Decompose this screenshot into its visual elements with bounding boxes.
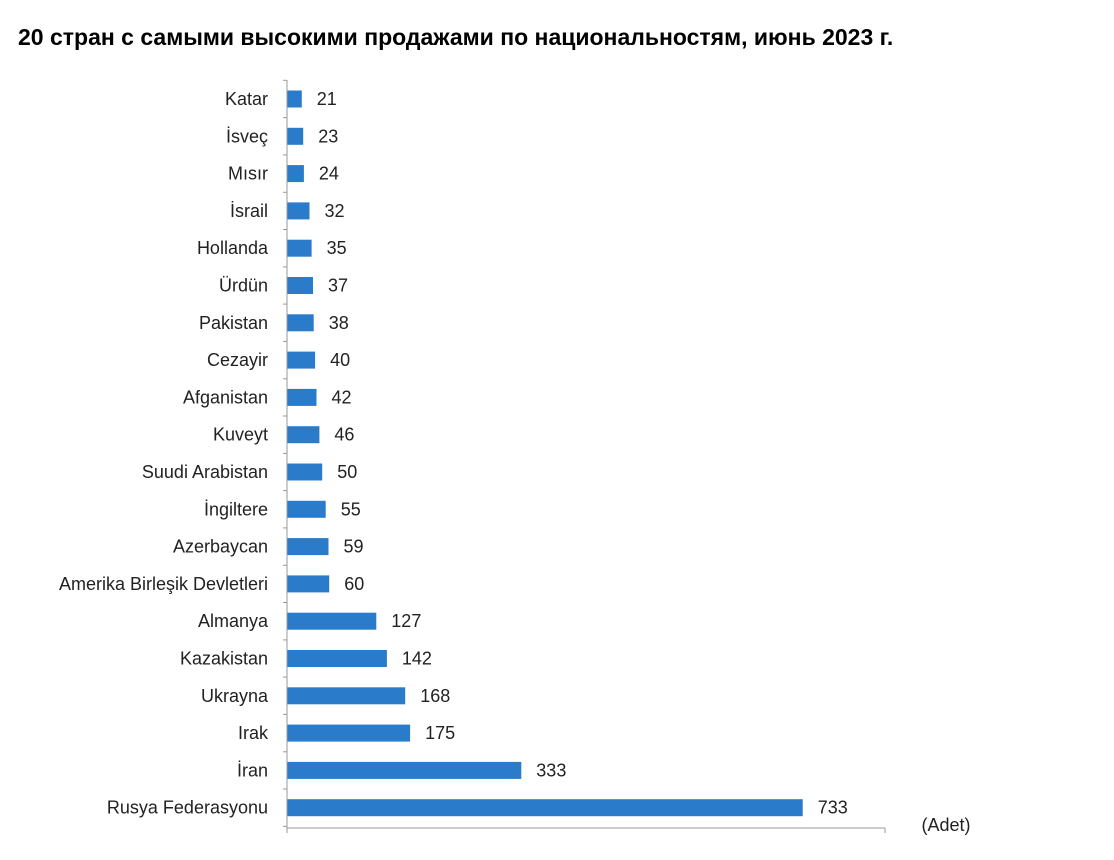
axis-layer — [283, 79, 886, 833]
category-label: Ukrayna — [201, 686, 269, 706]
value-label: 23 — [318, 126, 338, 146]
bar — [287, 724, 411, 742]
bar — [287, 351, 316, 369]
value-label: 38 — [329, 313, 349, 333]
bar — [287, 314, 314, 332]
category-label: İsveç — [226, 126, 268, 146]
bar — [287, 799, 803, 817]
category-label: Rusya Federasyonu — [107, 798, 268, 818]
category-label: Suudi Arabistan — [142, 462, 268, 482]
value-label: 733 — [818, 798, 848, 818]
category-label: Hollanda — [197, 238, 269, 258]
value-label: 142 — [402, 649, 432, 669]
category-label: Kuveyt — [213, 425, 268, 445]
bar — [287, 202, 310, 220]
category-label: Amerika Birleşik Devletleri — [59, 574, 268, 594]
bar — [287, 575, 330, 593]
bar — [287, 500, 326, 518]
value-label: 60 — [344, 574, 364, 594]
category-label: Afganistan — [183, 387, 268, 407]
value-label: 333 — [536, 760, 566, 780]
chart-title: 20 стран с самыми высокими продажами по … — [18, 24, 894, 50]
bars-layer — [287, 90, 803, 817]
category-label: Katar — [225, 89, 268, 109]
bar — [287, 277, 313, 294]
category-label: İngiltere — [204, 499, 268, 519]
bar — [287, 426, 320, 444]
category-label: Azerbaycan — [173, 537, 268, 557]
category-labels-layer: Katar İsveç Mısır İsrail Hollanda Ürdün Pakist… — [59, 89, 269, 818]
category-label: Kazakistan — [180, 649, 268, 669]
category-label: Pakistan — [199, 313, 268, 333]
value-label: 55 — [341, 499, 361, 519]
value-label: 35 — [327, 238, 347, 258]
value-label: 32 — [325, 201, 345, 221]
bar — [287, 165, 304, 183]
value-label: 46 — [334, 425, 354, 445]
value-label: 40 — [330, 350, 350, 370]
value-label: 21 — [317, 89, 337, 109]
category-label: İsrail — [230, 201, 268, 221]
value-label: 59 — [344, 537, 364, 557]
bar — [287, 538, 329, 556]
bar — [287, 761, 522, 779]
bar — [287, 90, 302, 108]
bar — [287, 388, 317, 406]
bar — [287, 239, 312, 257]
value-label: 168 — [420, 686, 450, 706]
category-label: İran — [237, 760, 268, 780]
bar — [287, 463, 323, 481]
value-label: 24 — [319, 164, 339, 184]
bar — [287, 650, 387, 667]
category-label: Mısır — [228, 164, 268, 184]
value-label: 127 — [391, 611, 421, 631]
value-label: 37 — [328, 276, 348, 296]
category-label: Irak — [238, 723, 269, 743]
value-label: 42 — [332, 387, 352, 407]
value-label: 50 — [337, 462, 357, 482]
value-label: 175 — [425, 723, 455, 743]
unit-label: (Adet) — [921, 815, 970, 835]
bar — [287, 127, 304, 145]
category-label: Almanya — [198, 611, 269, 631]
category-label: Cezayir — [207, 350, 268, 370]
category-label: Ürdün — [219, 276, 268, 296]
bar — [287, 687, 406, 705]
bar — [287, 612, 377, 630]
value-labels-layer: 21 23 24 32 35 37 38 40 42 46 50 55 59 60 127 142 168 175… — [317, 89, 848, 818]
